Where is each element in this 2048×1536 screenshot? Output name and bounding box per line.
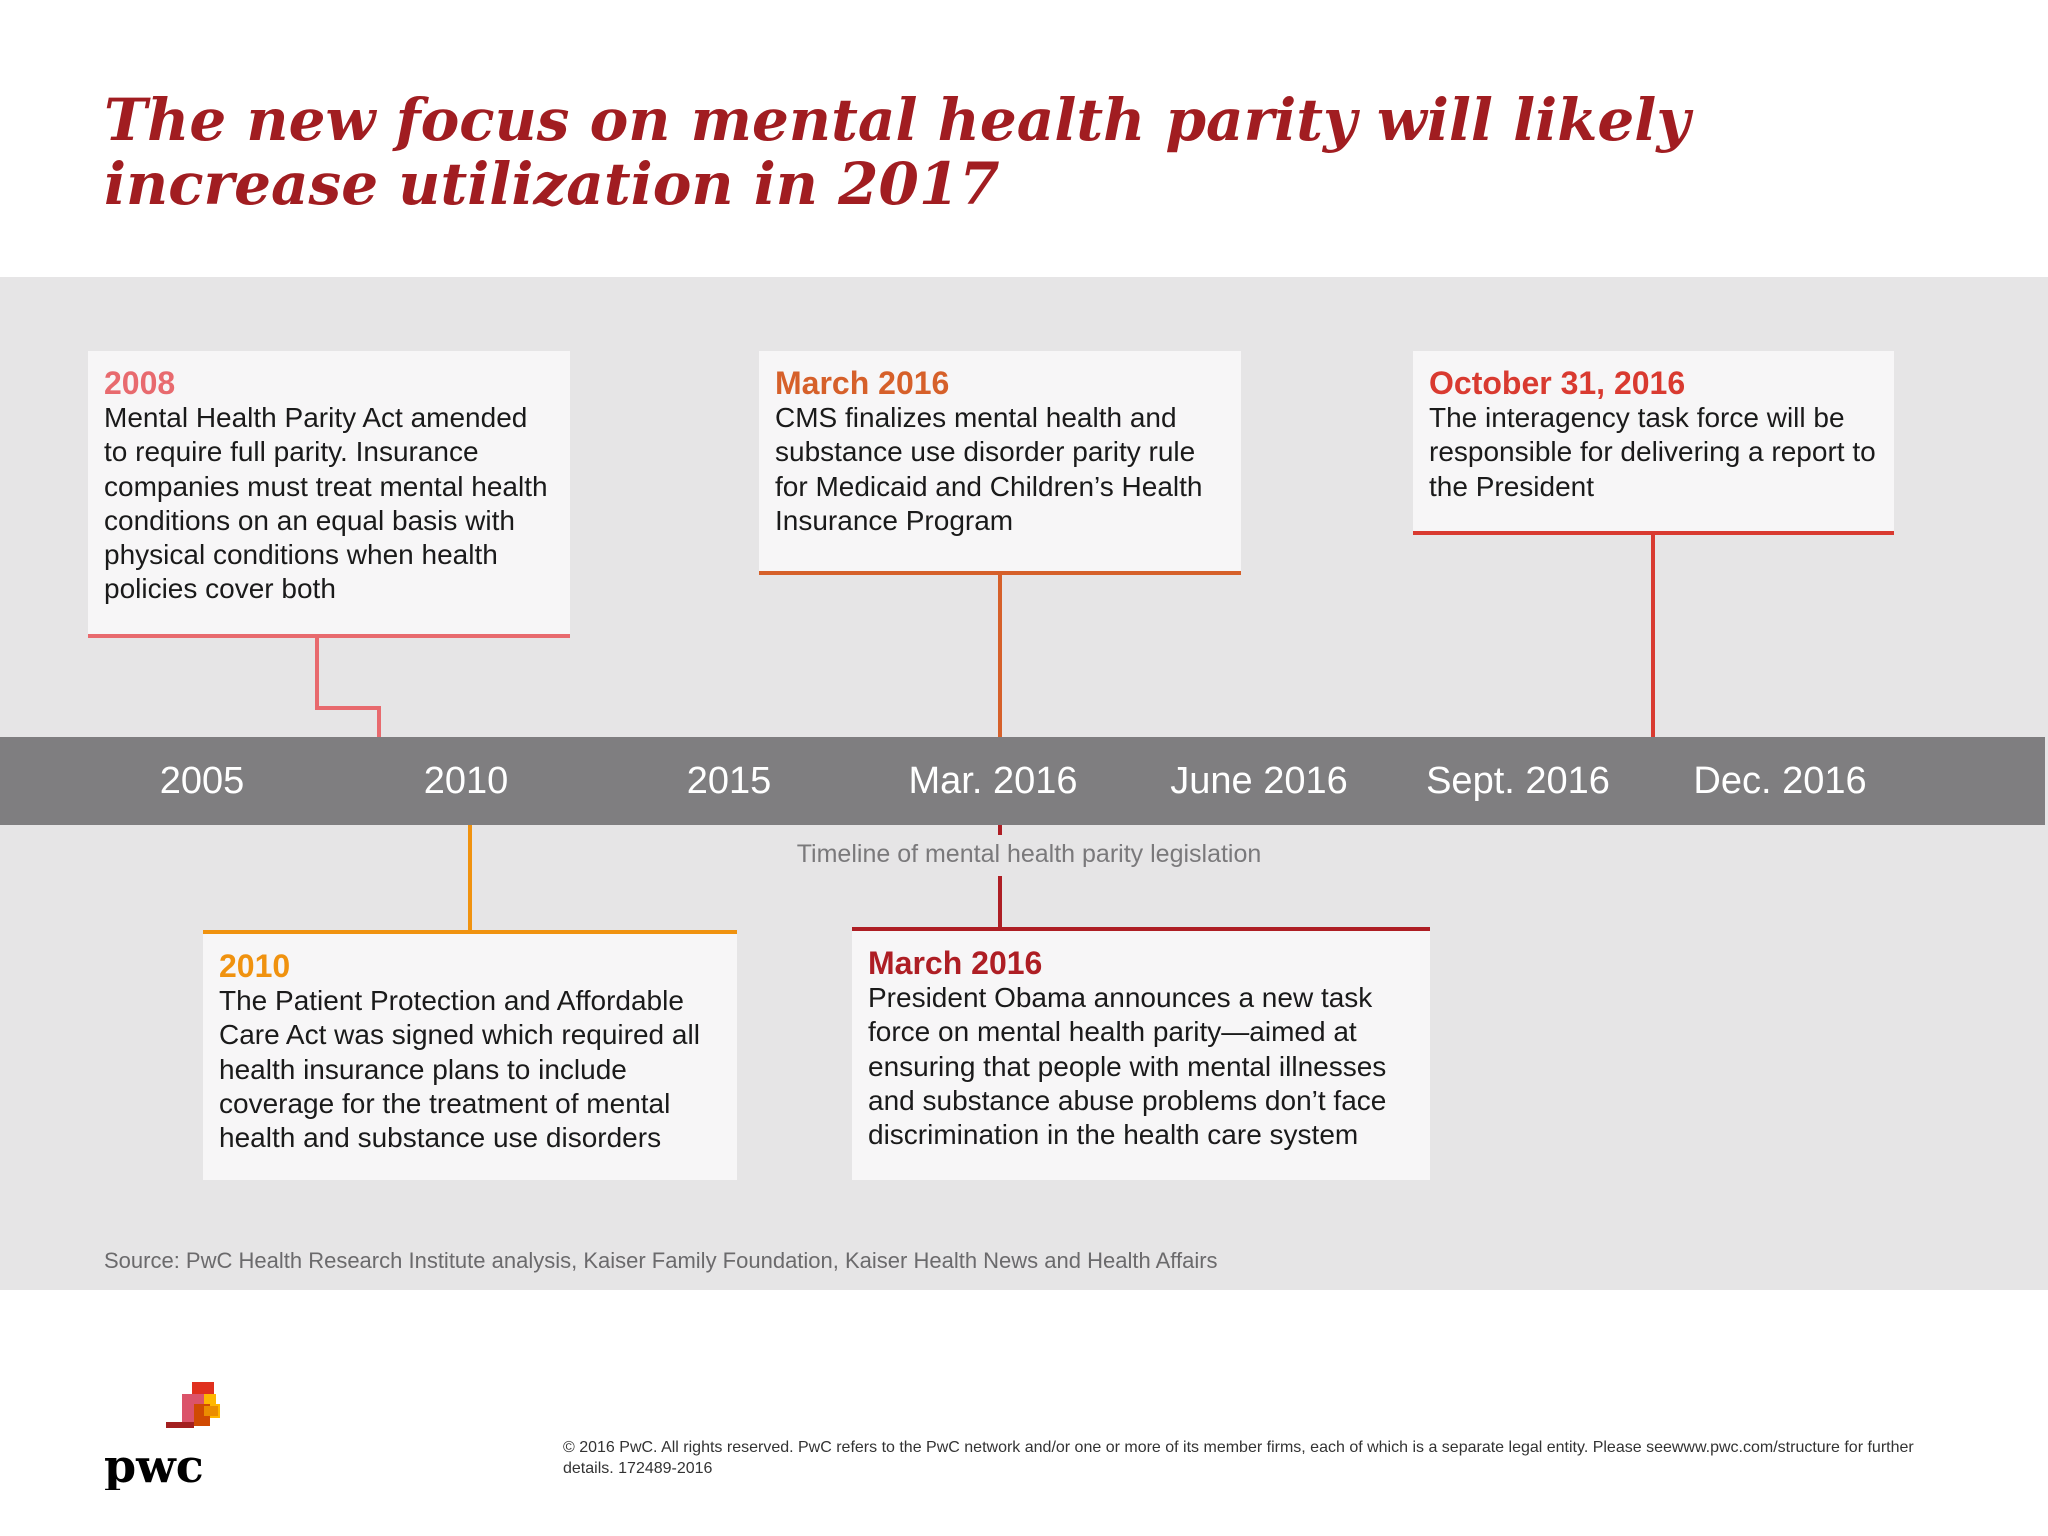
connector-2008 <box>315 638 319 710</box>
event-card-march-2016-cms: March 2016 CMS finalizes mental health a… <box>759 351 1241 575</box>
tick-label: June 2016 <box>1170 760 1348 802</box>
event-description: CMS finalizes mental health and substanc… <box>775 402 1203 536</box>
tick-label: 2005 <box>159 760 245 802</box>
event-card-2010: 2010 The Patient Protection and Affordab… <box>203 930 737 1180</box>
event-description: President Obama announces a new task for… <box>868 982 1387 1151</box>
event-date: March 2016 <box>775 365 950 401</box>
event-description: Mental Health Parity Act amended to requ… <box>104 402 548 605</box>
svg-text:pwc: pwc <box>104 1439 204 1490</box>
event-card-march-2016-obama: March 2016 President Obama announces a n… <box>852 927 1430 1180</box>
tick-label: 2015 <box>686 760 772 802</box>
timeline-axis <box>0 737 2045 825</box>
pwc-logo: pwc <box>104 1380 244 1493</box>
event-card-october-2016: October 31, 2016 The interagency task fo… <box>1413 351 1894 535</box>
event-date: 2008 <box>104 365 176 401</box>
event-description: The Patient Protection and Affordable Ca… <box>219 985 700 1154</box>
connector-march-2016-cms <box>998 575 1002 739</box>
event-description: The interagency task force will be respo… <box>1429 402 1876 502</box>
connector-2010 <box>468 823 472 932</box>
connector-2008-elbow <box>315 706 381 710</box>
tick-label: Dec. 2016 <box>1693 760 1867 802</box>
legal-notice: © 2016 PwC. All rights reserved. PwC ref… <box>563 1439 1914 1477</box>
event-card-2008: 2008 Mental Health Parity Act amended to… <box>88 351 570 638</box>
tick-label: 2010 <box>423 760 509 802</box>
tick-label: Mar. 2016 <box>908 760 1078 802</box>
tick-label: Sept. 2016 <box>1426 760 1610 802</box>
connector-october-2016 <box>1651 535 1655 739</box>
connector-march-2016-obama-lower <box>998 876 1002 929</box>
page-title: The new focus on mental health parity wi… <box>104 86 1691 218</box>
event-date: March 2016 <box>868 945 1043 981</box>
connector-2008-drop <box>377 706 381 739</box>
event-date: October 31, 2016 <box>1429 365 1686 401</box>
timeline-caption: Timeline of mental health parity legisla… <box>796 840 1262 868</box>
source-note: Source: PwC Health Research Institute an… <box>104 1248 1218 1273</box>
event-date: 2010 <box>219 948 291 984</box>
connector-march-2016-obama-upper <box>998 823 1002 835</box>
